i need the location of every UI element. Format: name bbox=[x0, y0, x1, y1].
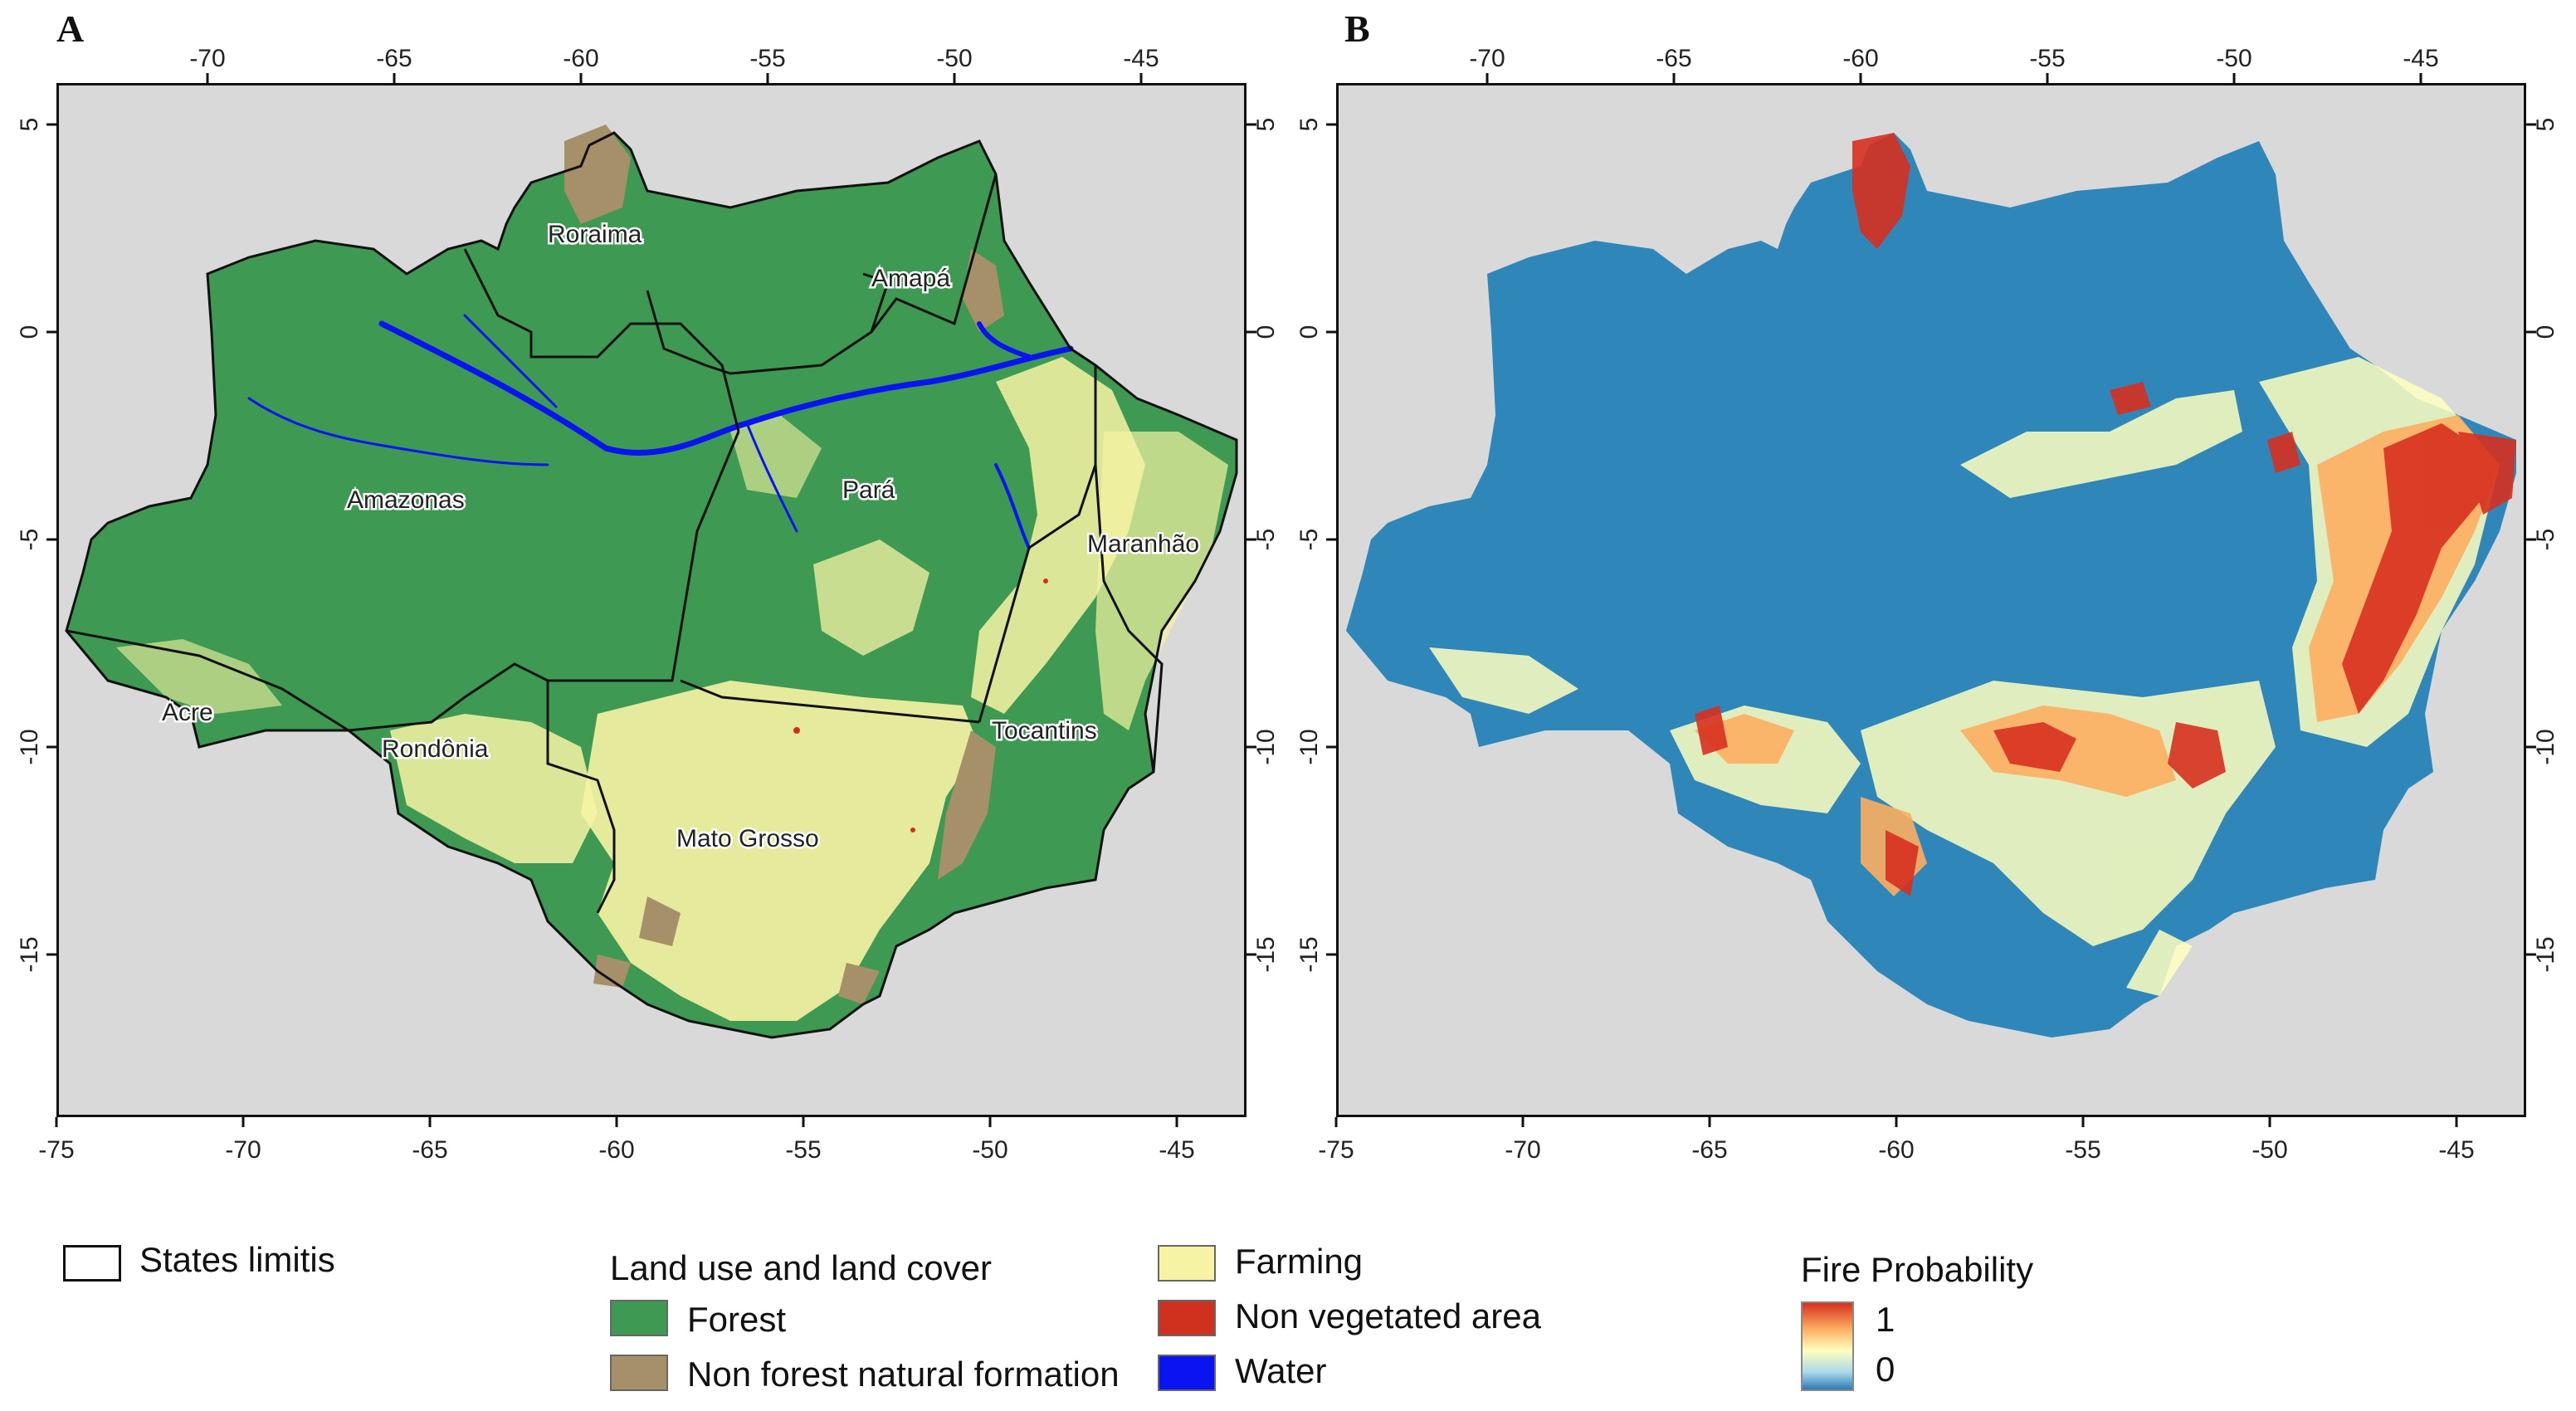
tick-lon: -75 bbox=[1318, 1136, 1354, 1164]
tick-lat: 5 bbox=[16, 118, 43, 132]
tick-lon: -60 bbox=[598, 1136, 634, 1164]
tick-lon: -60 bbox=[1878, 1136, 1914, 1164]
tick-lon: -70 bbox=[189, 45, 225, 72]
non-vegetated-label: Non vegetated area bbox=[1235, 1296, 1541, 1335]
tick-lon: -65 bbox=[1691, 1136, 1727, 1164]
map-a-ticks bbox=[46, 73, 1256, 1127]
tick-lat: -5 bbox=[1295, 529, 1323, 551]
tick-lat: -15 bbox=[1295, 936, 1323, 972]
water-swatch bbox=[1158, 1355, 1216, 1391]
fire-legend-title: Fire Probability bbox=[1801, 1250, 2034, 1289]
fire-min-label: 0 bbox=[1876, 1350, 1895, 1389]
tick-lon: -55 bbox=[2065, 1136, 2100, 1164]
tick-lon: -45 bbox=[1123, 45, 1159, 72]
tick-lat: 0 bbox=[1295, 325, 1323, 339]
states-limits-label: States limitis bbox=[139, 1240, 335, 1279]
tick-lon: -75 bbox=[38, 1136, 74, 1164]
tick-lon: -50 bbox=[936, 45, 972, 72]
tick-lat: -10 bbox=[1295, 729, 1323, 764]
tick-lat: -10 bbox=[1252, 729, 1280, 764]
tick-lat: -15 bbox=[1252, 936, 1280, 972]
state-label-amazonas: Amazonas bbox=[347, 486, 465, 514]
farming-swatch bbox=[1158, 1245, 1216, 1282]
non-forest-patches bbox=[564, 124, 1004, 1004]
tick-lat: 0 bbox=[2532, 325, 2559, 339]
farming-label: Farming bbox=[1235, 1242, 1364, 1281]
fire-colorbar bbox=[1801, 1301, 1854, 1391]
tick-lon: -45 bbox=[2403, 45, 2438, 72]
tick-lon: -70 bbox=[1469, 45, 1505, 72]
tick-lat: -15 bbox=[2532, 936, 2559, 972]
lulc-legend-title: Land use and land cover bbox=[610, 1248, 993, 1287]
map-a-tick-labels: -75 -70 -65 -60 -55 -50 -45 -70 -65 -60 … bbox=[16, 45, 1280, 1164]
tick-lat: 5 bbox=[1295, 118, 1323, 132]
tick-lon: -65 bbox=[376, 45, 412, 72]
forest-label: Forest bbox=[687, 1300, 787, 1339]
forest-swatch bbox=[610, 1300, 668, 1336]
state-limits bbox=[65, 131, 1238, 1039]
tick-lat: -5 bbox=[2532, 529, 2559, 551]
map-a-layers bbox=[65, 124, 1238, 1039]
state-label-mato-grosso: Mato Grosso bbox=[676, 825, 819, 852]
tick-lon: -45 bbox=[1159, 1136, 1194, 1164]
tick-lon: -70 bbox=[225, 1136, 261, 1164]
tick-lat: -5 bbox=[16, 529, 43, 551]
state-label-roraima: Roraima bbox=[548, 221, 642, 248]
map-b-ticks bbox=[1326, 73, 2536, 1127]
tick-lat: -10 bbox=[2532, 729, 2559, 764]
tick-lon: -50 bbox=[2252, 1136, 2287, 1164]
tick-lon: -50 bbox=[972, 1136, 1007, 1164]
tick-lon: -55 bbox=[785, 1136, 821, 1164]
tick-lon: -55 bbox=[749, 45, 785, 72]
tick-lon: -65 bbox=[412, 1136, 447, 1164]
tick-lon: -50 bbox=[2216, 45, 2252, 72]
state-label-maranhao: Maranhão bbox=[1087, 530, 1199, 558]
panel-b-letter: B bbox=[1344, 7, 1370, 50]
state-label-rondonia: Rondônia bbox=[382, 735, 489, 763]
tick-lon: -60 bbox=[1842, 45, 1878, 72]
tick-lat: 0 bbox=[1252, 325, 1280, 339]
tick-lon: -65 bbox=[1656, 45, 1691, 72]
panel-a-letter: A bbox=[56, 7, 85, 50]
tick-lon: -55 bbox=[2029, 45, 2065, 72]
state-label-tocantins: Tocantins bbox=[992, 717, 1097, 745]
state-label-acre: Acre bbox=[162, 699, 213, 726]
map-b-tick-labels: -75 -70 -65 -60 -55 -50 -45 -70 -65 -60 … bbox=[1295, 45, 2559, 1164]
non-forest-swatch bbox=[610, 1355, 668, 1391]
tick-lat: -10 bbox=[16, 729, 43, 764]
tick-lon: -45 bbox=[2438, 1136, 2474, 1164]
tick-lat: -5 bbox=[1252, 529, 1280, 551]
tick-lon: -60 bbox=[563, 45, 598, 72]
tick-lat: -15 bbox=[16, 936, 43, 972]
fire-max-label: 1 bbox=[1876, 1300, 1895, 1339]
tick-lat: 0 bbox=[16, 325, 43, 339]
non-vegetated-swatch bbox=[1158, 1300, 1216, 1336]
rivers bbox=[247, 314, 1074, 549]
non-forest-label: Non forest natural formation bbox=[687, 1355, 1120, 1394]
states-limits-swatch bbox=[63, 1245, 121, 1282]
tick-lon: -70 bbox=[1505, 1136, 1540, 1164]
tick-lat: 5 bbox=[1252, 118, 1280, 132]
tick-lat: 5 bbox=[2532, 118, 2559, 132]
fire-high-areas bbox=[1695, 133, 2516, 896]
state-label-para: Pará bbox=[842, 476, 895, 504]
water-label: Water bbox=[1235, 1351, 1327, 1390]
map-b-layers bbox=[1346, 133, 2516, 1038]
state-label-amapa: Amapá bbox=[871, 265, 950, 292]
non-vegetated-patches bbox=[793, 579, 1048, 832]
